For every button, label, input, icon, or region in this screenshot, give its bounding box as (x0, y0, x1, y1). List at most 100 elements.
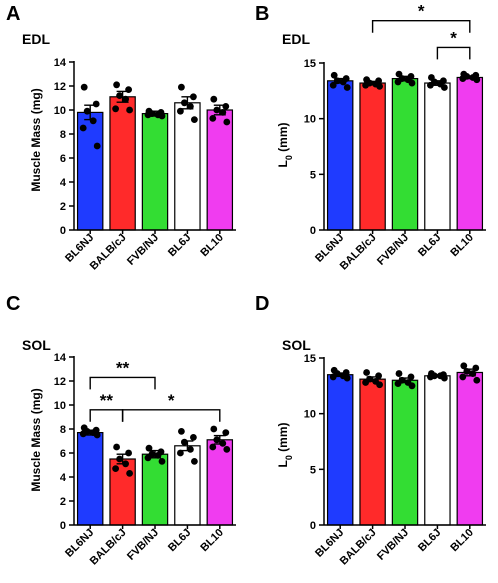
y-tick-label: 10 (54, 400, 66, 412)
data-point (190, 434, 197, 441)
y-tick-label: 14 (54, 57, 67, 69)
bar-bl10 (206, 439, 234, 526)
x-tick-label: BL10 (198, 232, 226, 260)
data-point (223, 446, 231, 453)
bar-balb-cj (109, 96, 136, 231)
data-point (219, 109, 227, 116)
x-tick-label: BL10 (448, 527, 476, 555)
significance-label: * (418, 2, 425, 21)
bar-bl10 (456, 371, 484, 526)
data-point (463, 367, 471, 375)
x-tick-label: FVB/NJ (375, 527, 411, 563)
data-point (394, 78, 402, 86)
bar-bl6nj (326, 80, 354, 231)
data-point (116, 92, 123, 99)
data-point (144, 454, 152, 462)
data-point (191, 116, 198, 123)
data-point (191, 458, 198, 465)
data-point (339, 78, 347, 86)
x-tick-label: BL6J (416, 232, 444, 260)
bar-bl6nj (326, 374, 354, 526)
data-point (93, 431, 101, 439)
data-point (177, 107, 184, 115)
data-point (187, 103, 194, 110)
y-tick-label: 6 (60, 153, 66, 165)
data-point (460, 362, 468, 370)
data-point (89, 117, 97, 125)
data-point (144, 111, 152, 119)
y-tick-label: 10 (304, 114, 316, 126)
y-tick-label: 0 (60, 225, 66, 237)
data-point (126, 106, 133, 114)
bar-bl6nj (76, 111, 104, 231)
data-point (79, 124, 87, 132)
y-tick-label: 5 (310, 464, 316, 476)
data-point (187, 446, 194, 453)
x-tick-label: FVB/NJ (125, 527, 161, 563)
data-point (441, 374, 448, 382)
data-point (343, 84, 351, 91)
data-point (375, 372, 382, 380)
bar-bl6j (424, 82, 451, 231)
significance-label: * (450, 28, 457, 47)
data-point (343, 374, 351, 382)
data-point (113, 81, 120, 89)
data-point (472, 364, 480, 372)
data-point (113, 443, 120, 451)
data-point (92, 100, 100, 108)
data-point (190, 93, 197, 101)
y-tick-label: 15 (304, 353, 316, 365)
data-point (376, 82, 383, 90)
panel-letter: D (255, 293, 269, 315)
x-tick-label: BL6J (166, 527, 194, 555)
data-point (362, 81, 369, 89)
data-point (145, 444, 153, 452)
y-tick-label: 10 (304, 409, 316, 421)
y-tick-label: 6 (60, 448, 66, 460)
bar-balb-cj (359, 378, 386, 526)
x-tick-label: BL6J (416, 527, 444, 555)
x-tick-label: FVB/NJ (375, 232, 411, 268)
y-tick-label: 0 (60, 520, 66, 532)
x-tick-label: BL10 (448, 232, 476, 260)
bar-balb-cj (359, 82, 386, 231)
y-axis-label: Muscle Mass (mg) (29, 88, 43, 191)
y-tick-label: 15 (304, 58, 316, 70)
y-tick-label: 2 (60, 201, 66, 213)
data-point (80, 83, 88, 91)
data-point (181, 99, 188, 107)
bar-bl10 (456, 76, 484, 231)
data-point (112, 105, 119, 113)
bar-bl6nj (76, 432, 104, 526)
data-point (158, 112, 166, 120)
bar-fvb-nj (141, 112, 169, 231)
y-tick-label: 12 (54, 81, 66, 93)
data-point (333, 77, 341, 85)
data-point (408, 382, 416, 390)
y-tick-label: 0 (310, 225, 316, 237)
data-point (93, 142, 101, 150)
data-point (459, 373, 467, 381)
data-point (408, 79, 416, 87)
data-point (376, 381, 383, 389)
bar-bl6j (174, 445, 201, 526)
significance-bracket (371, 19, 471, 33)
data-point (154, 452, 162, 459)
panel-title: EDL (22, 31, 50, 47)
significance-bracket (121, 409, 221, 422)
data-point (178, 83, 185, 91)
y-tick-label: 4 (60, 177, 67, 189)
data-point (125, 86, 132, 93)
data-point (83, 107, 91, 115)
data-point (177, 449, 184, 457)
bar-fvb-nj (391, 77, 419, 231)
y-tick-label: 14 (54, 352, 67, 364)
panel-title: EDL (282, 31, 310, 47)
data-point (210, 425, 218, 433)
data-point (126, 470, 133, 477)
significance-bracket (89, 376, 156, 390)
bar-bl6j (424, 375, 451, 526)
y-tick-label: 10 (54, 105, 66, 117)
